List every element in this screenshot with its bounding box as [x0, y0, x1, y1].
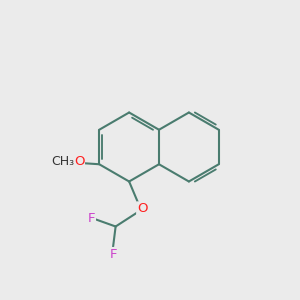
Text: O: O — [74, 155, 84, 168]
Text: F: F — [88, 212, 95, 225]
Text: CH₃: CH₃ — [51, 155, 74, 168]
Text: F: F — [110, 248, 117, 261]
Text: O: O — [137, 202, 147, 215]
